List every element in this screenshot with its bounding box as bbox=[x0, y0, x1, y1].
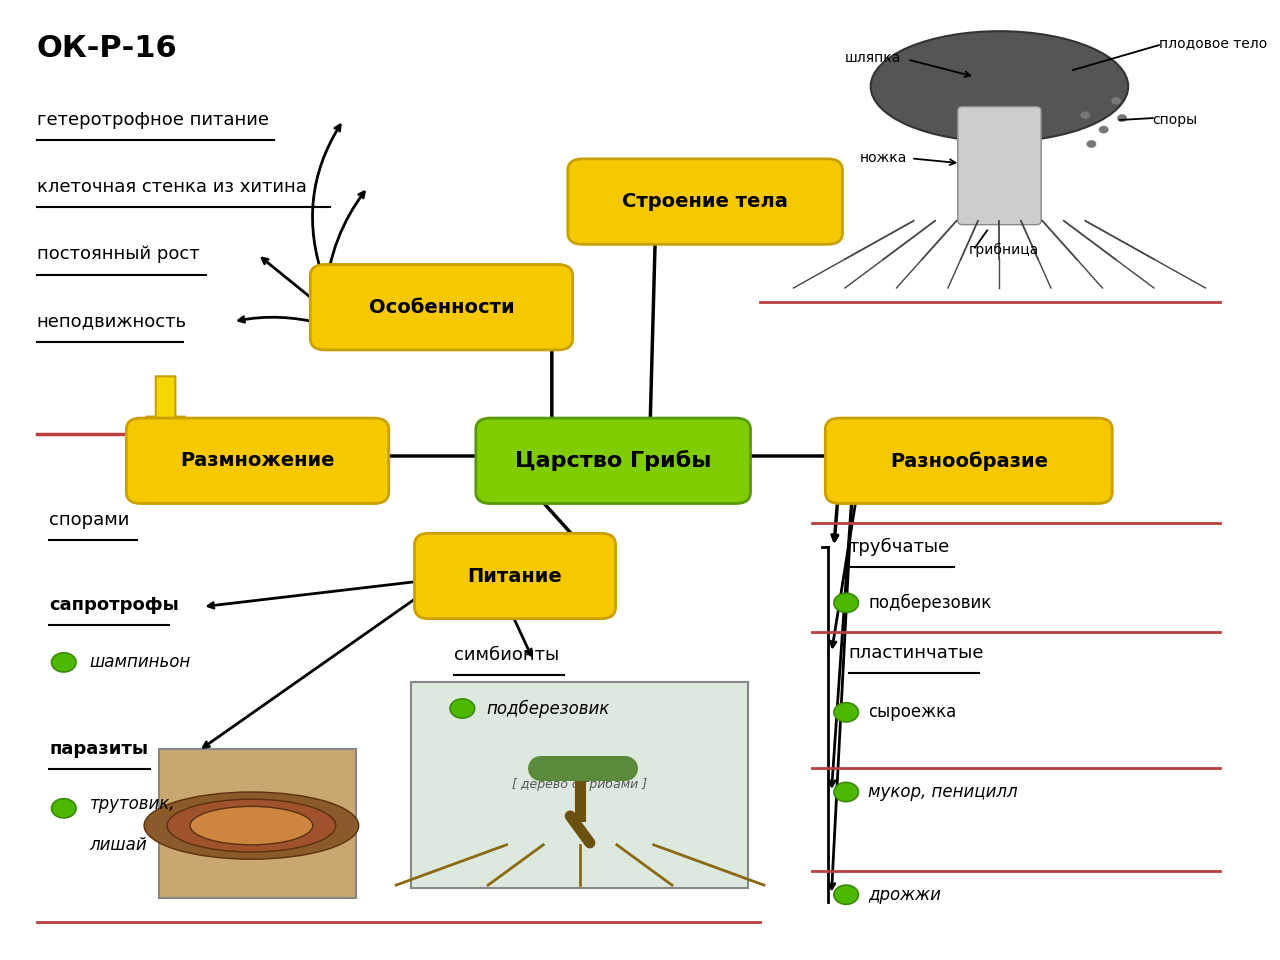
FancyBboxPatch shape bbox=[568, 158, 842, 244]
Text: подберезовик: подберезовик bbox=[486, 700, 611, 717]
Text: сапротрофы: сапротрофы bbox=[49, 596, 179, 613]
Text: ножка: ножка bbox=[860, 152, 908, 165]
FancyBboxPatch shape bbox=[476, 419, 750, 503]
Circle shape bbox=[1117, 114, 1126, 122]
Circle shape bbox=[1080, 111, 1091, 119]
FancyArrow shape bbox=[146, 376, 186, 438]
Circle shape bbox=[51, 653, 76, 672]
Text: паразиты: паразиты bbox=[49, 740, 148, 757]
Text: сыроежка: сыроежка bbox=[868, 704, 956, 721]
Text: шампиньон: шампиньон bbox=[90, 654, 191, 671]
FancyBboxPatch shape bbox=[310, 265, 572, 349]
Text: подберезовик: подберезовик bbox=[868, 594, 992, 612]
Circle shape bbox=[1111, 97, 1121, 105]
Text: шляпка: шляпка bbox=[845, 51, 901, 64]
Text: Размножение: Размножение bbox=[180, 451, 335, 470]
Text: плодовое тело: плодовое тело bbox=[1158, 36, 1267, 50]
Ellipse shape bbox=[870, 31, 1128, 142]
Ellipse shape bbox=[168, 799, 335, 852]
Circle shape bbox=[451, 699, 475, 718]
Text: грибница: грибница bbox=[969, 243, 1039, 256]
Text: пластинчатые: пластинчатые bbox=[849, 644, 984, 661]
Text: трубчатые: трубчатые bbox=[849, 538, 950, 557]
Text: ОК-Р-16: ОК-Р-16 bbox=[37, 34, 178, 62]
FancyBboxPatch shape bbox=[160, 749, 356, 898]
Circle shape bbox=[833, 885, 859, 904]
Text: неподвижность: неподвижность bbox=[37, 313, 187, 330]
Text: Разнообразие: Разнообразие bbox=[890, 451, 1048, 470]
Text: лишай: лишай bbox=[90, 836, 147, 853]
Text: симбионты: симбионты bbox=[453, 646, 559, 663]
Circle shape bbox=[833, 782, 859, 802]
FancyBboxPatch shape bbox=[957, 107, 1041, 225]
Circle shape bbox=[833, 703, 859, 722]
Text: Царство Грибы: Царство Грибы bbox=[515, 450, 712, 471]
Text: трутовик,: трутовик, bbox=[90, 795, 175, 812]
Text: дрожжи: дрожжи bbox=[868, 886, 941, 903]
FancyBboxPatch shape bbox=[411, 682, 748, 888]
FancyBboxPatch shape bbox=[127, 419, 389, 503]
Ellipse shape bbox=[189, 806, 312, 845]
Text: [ дерево с грибами ]: [ дерево с грибами ] bbox=[512, 778, 648, 791]
Text: постоянный рост: постоянный рост bbox=[37, 246, 200, 263]
Text: Питание: Питание bbox=[467, 566, 562, 586]
Text: споры: споры bbox=[1153, 113, 1198, 127]
Ellipse shape bbox=[145, 792, 358, 859]
Circle shape bbox=[833, 593, 859, 612]
Text: спорами: спорами bbox=[49, 512, 129, 529]
Circle shape bbox=[1098, 126, 1108, 133]
Text: гетеротрофное питание: гетеротрофное питание bbox=[37, 111, 269, 129]
Circle shape bbox=[1087, 140, 1097, 148]
Text: Особенности: Особенности bbox=[369, 298, 515, 317]
Circle shape bbox=[51, 799, 76, 818]
Text: мукор, пеницилл: мукор, пеницилл bbox=[868, 783, 1018, 801]
Text: клеточная стенка из хитина: клеточная стенка из хитина bbox=[37, 179, 307, 196]
Text: Строение тела: Строение тела bbox=[622, 192, 788, 211]
FancyBboxPatch shape bbox=[415, 534, 616, 618]
FancyBboxPatch shape bbox=[826, 419, 1112, 503]
